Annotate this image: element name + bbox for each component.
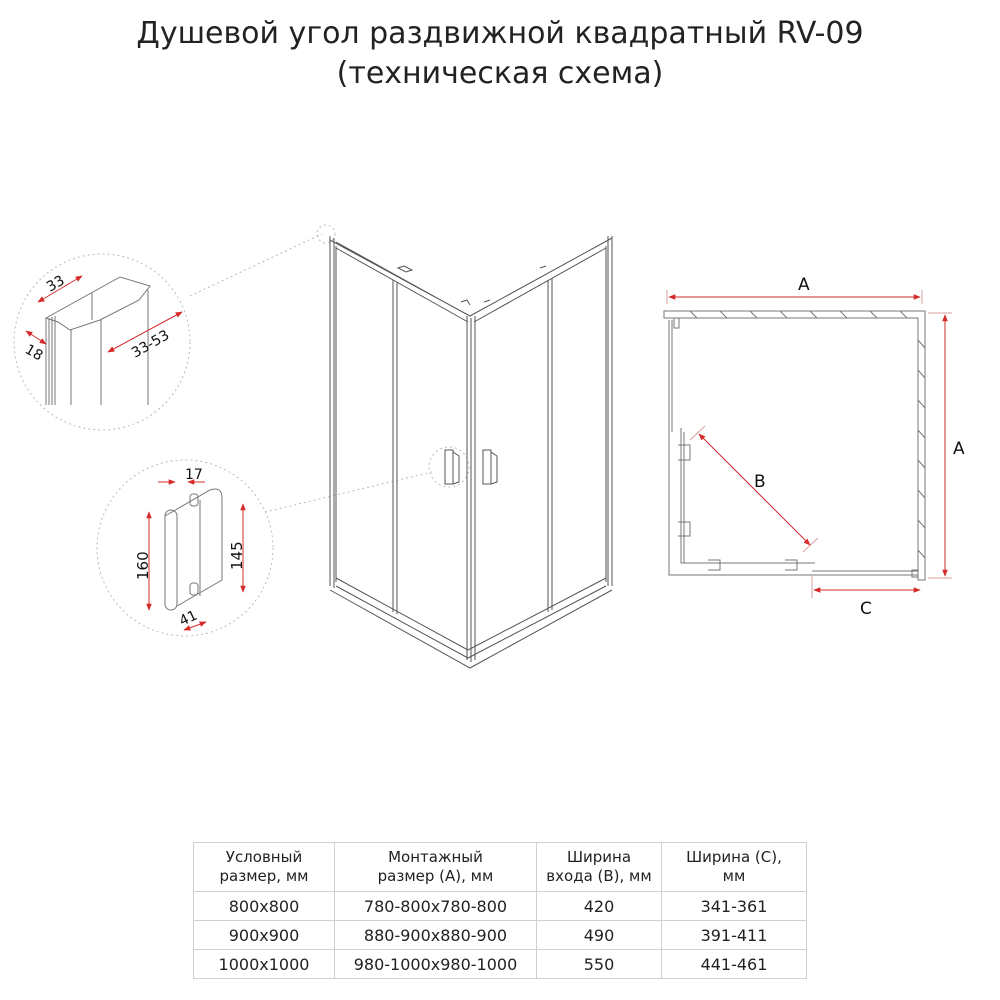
header-text: Ширина xyxy=(566,848,632,866)
handle-left xyxy=(444,449,454,485)
cell: 420 xyxy=(536,891,662,921)
header-text: Ширина (С), xyxy=(686,848,782,866)
title-line-2: (техническая схема) xyxy=(336,56,664,91)
cell: 550 xyxy=(536,949,662,979)
table-row: 900x900 880-900x880-900 490 391-411 xyxy=(193,920,807,950)
title-line-1: Душевой угол раздвижной квадратный RV-09 xyxy=(136,16,864,51)
profile-dim-depth: 18 xyxy=(22,342,45,365)
cell: 441-461 xyxy=(661,949,807,979)
handle-dim-height: 160 xyxy=(134,551,152,580)
header-width-c: Ширина (С), мм xyxy=(661,842,807,892)
cell: 341-361 xyxy=(661,891,807,921)
cell: 490 xyxy=(536,920,662,950)
cell: 980-1000x980-1000 xyxy=(334,949,537,979)
header-mounting-size: Монтажный размер (А), мм xyxy=(334,842,537,892)
handle-dim-centers: 145 xyxy=(228,541,246,570)
cell: 780-800x780-800 xyxy=(334,891,537,921)
enclosure-isometric xyxy=(329,236,613,669)
cell: 900x900 xyxy=(193,920,335,950)
profile-detail: 33 18 33-53 xyxy=(13,224,336,431)
plan-view: A A B C xyxy=(663,275,965,619)
header-text: Условный xyxy=(225,848,303,866)
header-text: Монтажный xyxy=(388,848,483,866)
table-row: 800x800 780-800x780-800 420 341-361 xyxy=(193,891,807,921)
header-text: мм xyxy=(722,867,746,885)
plan-label-c: C xyxy=(860,599,872,619)
cell: 800x800 xyxy=(193,891,335,921)
cell: 880-900x880-900 xyxy=(334,920,537,950)
cell: 1000x1000 xyxy=(193,949,335,979)
plan-label-b: B xyxy=(754,472,766,492)
header-entry-width: Ширина входа (В), мм xyxy=(536,842,662,892)
spec-table: Условный размер, мм Монтажный размер (А), … xyxy=(193,842,807,979)
handle-right xyxy=(482,449,492,485)
plan-label-a-top: A xyxy=(798,275,810,295)
page-title: Душевой угол раздвижной квадратный RV-09… xyxy=(0,14,1000,94)
header-text: размер, мм xyxy=(219,867,309,885)
table-row: 1000x1000 980-1000x980-1000 550 441-461 xyxy=(193,949,807,979)
handle-dim-diameter: 17 xyxy=(185,467,203,483)
header-text: входа (В), мм xyxy=(546,867,652,885)
profile-dim-adjust: 33-53 xyxy=(129,327,172,361)
profile-dim-width: 33 xyxy=(44,273,67,296)
header-text: размер (А), мм xyxy=(377,867,494,885)
plan-label-a-side: A xyxy=(953,439,965,459)
table-header-row: Условный размер, мм Монтажный размер (А), … xyxy=(193,842,807,892)
handle-dim-offset: 41 xyxy=(177,608,200,630)
header-nominal-size: Условный размер, мм xyxy=(193,842,335,892)
cell: 391-411 xyxy=(661,920,807,950)
handle-detail: 17 160 145 41 xyxy=(96,446,470,637)
